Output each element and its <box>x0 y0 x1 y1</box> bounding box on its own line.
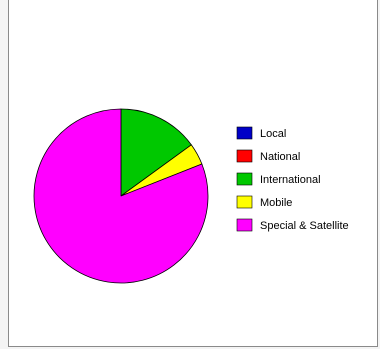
legend-label-international: International <box>260 174 321 186</box>
legend-swatch-mobile <box>236 195 253 209</box>
chart-legend: Local National International Mobile Special … <box>236 126 349 232</box>
pie-slice-international <box>120 108 192 197</box>
legend-swatch-local <box>236 126 253 140</box>
pie-slice-special-and-satellite <box>33 108 209 284</box>
legend-label-national: National <box>260 151 300 163</box>
pie-slices <box>33 108 209 284</box>
legend-swatch-special-and-satellite <box>236 218 253 232</box>
legend-swatch-international <box>236 172 253 186</box>
legend-swatch-national <box>236 149 253 163</box>
legend-label-mobile: Mobile <box>260 197 292 209</box>
legend-label-local: Local <box>260 128 286 140</box>
legend-label-special-and-satellite: Special & Satellite <box>260 220 349 232</box>
